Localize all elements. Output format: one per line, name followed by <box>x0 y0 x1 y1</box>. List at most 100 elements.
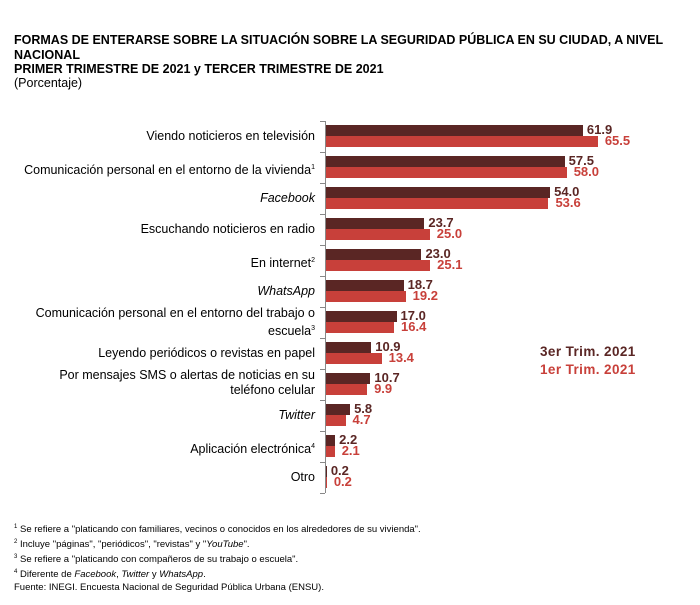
footnote: 4 Diferente de Facebook, Twitter y Whats… <box>14 566 421 581</box>
footnote: Fuente: INEGI. Encuesta Nacional de Segu… <box>14 581 421 594</box>
category-text: Leyendo periódicos o revistas en papel <box>98 346 315 360</box>
axis-tick <box>320 152 325 153</box>
category-label: Leyendo periódicos o revistas en papel <box>15 346 315 361</box>
data-label: 0.2 <box>333 474 352 489</box>
bar-3er-trim <box>326 466 327 477</box>
category-label: Viendo noticieros en televisión <box>15 129 315 144</box>
data-label: 57.5 <box>568 153 594 168</box>
category-text: WhatsApp <box>257 284 315 298</box>
category-label: Facebook <box>15 191 315 206</box>
bar-3er-trim <box>326 249 422 260</box>
bar-1er-trim <box>326 446 335 457</box>
footnote-text: Twitter <box>121 569 150 580</box>
data-label: 10.9 <box>375 339 401 354</box>
axis-tick <box>320 369 325 370</box>
data-label: 2.2 <box>339 432 358 447</box>
category-label: Aplicación electrónica4 <box>15 439 315 457</box>
bar-3er-trim <box>326 156 565 167</box>
data-label: 58.0 <box>573 164 599 179</box>
legend-label: 1er Trim. 2021 <box>540 362 636 377</box>
category-text: Por mensajes SMS o alertas de noticias e… <box>59 368 315 397</box>
bar-1er-trim <box>326 229 430 240</box>
axis-tick <box>320 431 325 432</box>
axis-tick <box>320 493 325 494</box>
legend-3er-trim: 3er Trim. 2021 <box>540 344 636 359</box>
data-label: 2.1 <box>341 443 360 458</box>
bar-3er-trim <box>326 373 371 384</box>
footnote: 1 Se refiere a "platicando con familiare… <box>14 521 421 536</box>
footnote-text: Fuente: INEGI. Encuesta Nacional de Segu… <box>14 582 324 593</box>
footnote-text: , <box>116 569 122 580</box>
category-label: En internet2 <box>15 253 315 271</box>
data-label: 61.9 <box>586 122 613 137</box>
footnote-text: Incluye "páginas", "periódicos", "revist… <box>17 539 207 550</box>
footnote-text: WhatsApp <box>159 569 204 580</box>
chart-subtitle: (Porcentaje) <box>14 76 83 90</box>
data-label: 13.4 <box>388 350 414 365</box>
category-label: Otro <box>15 470 315 485</box>
footnote-text: Se refiere a "platicando con familiares,… <box>17 524 421 535</box>
category-text: Comunicación personal en el entorno de l… <box>24 163 312 177</box>
footnote-text: ". <box>243 539 250 550</box>
title-line: FORMAS DE ENTERARSE SOBRE LA SITUACIÓN S… <box>14 33 664 47</box>
category-text: Facebook <box>260 191 315 205</box>
data-label: 65.5 <box>604 133 631 148</box>
axis-tick <box>320 121 325 122</box>
bar-1er-trim <box>326 322 395 333</box>
category-label: Por mensajes SMS o alertas de noticias e… <box>15 368 315 398</box>
bar-1er-trim <box>326 291 406 302</box>
footnote-marker: 3 <box>311 325 315 332</box>
category-text: Comunicación personal en el entorno del … <box>35 306 315 338</box>
legend-label: 3er Trim. 2021 <box>540 344 636 359</box>
category-label: Comunicación personal en el entorno del … <box>15 306 315 339</box>
footnotes: 1 Se refiere a "platicando con familiare… <box>14 521 421 594</box>
bar-3er-trim <box>326 218 425 229</box>
bar-1er-trim <box>326 198 549 209</box>
data-label: 23.0 <box>425 246 451 261</box>
footnote-marker: 4 <box>14 569 18 575</box>
axis-tick <box>320 214 325 215</box>
data-label: 4.7 <box>352 412 371 427</box>
bar-1er-trim <box>326 477 327 488</box>
data-label: 19.2 <box>412 288 438 303</box>
axis-tick <box>320 400 325 401</box>
bar-3er-trim <box>326 125 583 136</box>
data-label: 54.0 <box>554 184 580 199</box>
axis-tick <box>320 462 325 463</box>
footnote-text: YouTube <box>206 539 244 550</box>
bar-3er-trim <box>326 187 551 198</box>
footnote-marker: 4 <box>311 443 315 450</box>
footnote-marker: 1 <box>14 524 18 530</box>
data-label: 16.4 <box>401 319 427 334</box>
category-text: En internet <box>250 256 312 270</box>
data-label: 53.6 <box>555 195 581 210</box>
data-label: 0.2 <box>330 463 349 478</box>
data-label: 9.9 <box>374 381 393 396</box>
axis-tick <box>320 245 325 246</box>
category-text: Otro <box>290 470 315 484</box>
footnote-text: Se refiere a "platicando con compañeros … <box>17 554 299 565</box>
bar-3er-trim <box>326 311 397 322</box>
legend-1er-trim: 1er Trim. 2021 <box>540 362 636 377</box>
bar-1er-trim <box>326 136 598 147</box>
y-axis <box>325 121 326 493</box>
footnote-marker: 2 <box>311 257 315 264</box>
category-label: WhatsApp <box>15 284 315 299</box>
title-line: NACIONAL <box>14 47 80 62</box>
category-text: Twitter <box>278 408 315 422</box>
footnote-text: Facebook <box>74 569 117 580</box>
bar-3er-trim <box>326 280 404 291</box>
footnote-text: . <box>203 569 206 580</box>
data-label: 10.7 <box>374 370 400 385</box>
bar-1er-trim <box>326 167 567 178</box>
category-text: Viendo noticieros en televisión <box>146 129 315 143</box>
category-label: Comunicación personal en el entorno de l… <box>15 160 315 178</box>
axis-tick <box>320 276 325 277</box>
footnote-text: Diferente de <box>17 569 75 580</box>
footnote: 3 Se refiere a "platicando con compañero… <box>14 551 421 566</box>
bar-3er-trim <box>326 435 336 446</box>
category-text: Escuchando noticieros en radio <box>140 222 315 236</box>
data-label: 17.0 <box>400 308 426 323</box>
data-label: 25.0 <box>436 226 463 241</box>
footnote-marker: 1 <box>311 164 315 171</box>
